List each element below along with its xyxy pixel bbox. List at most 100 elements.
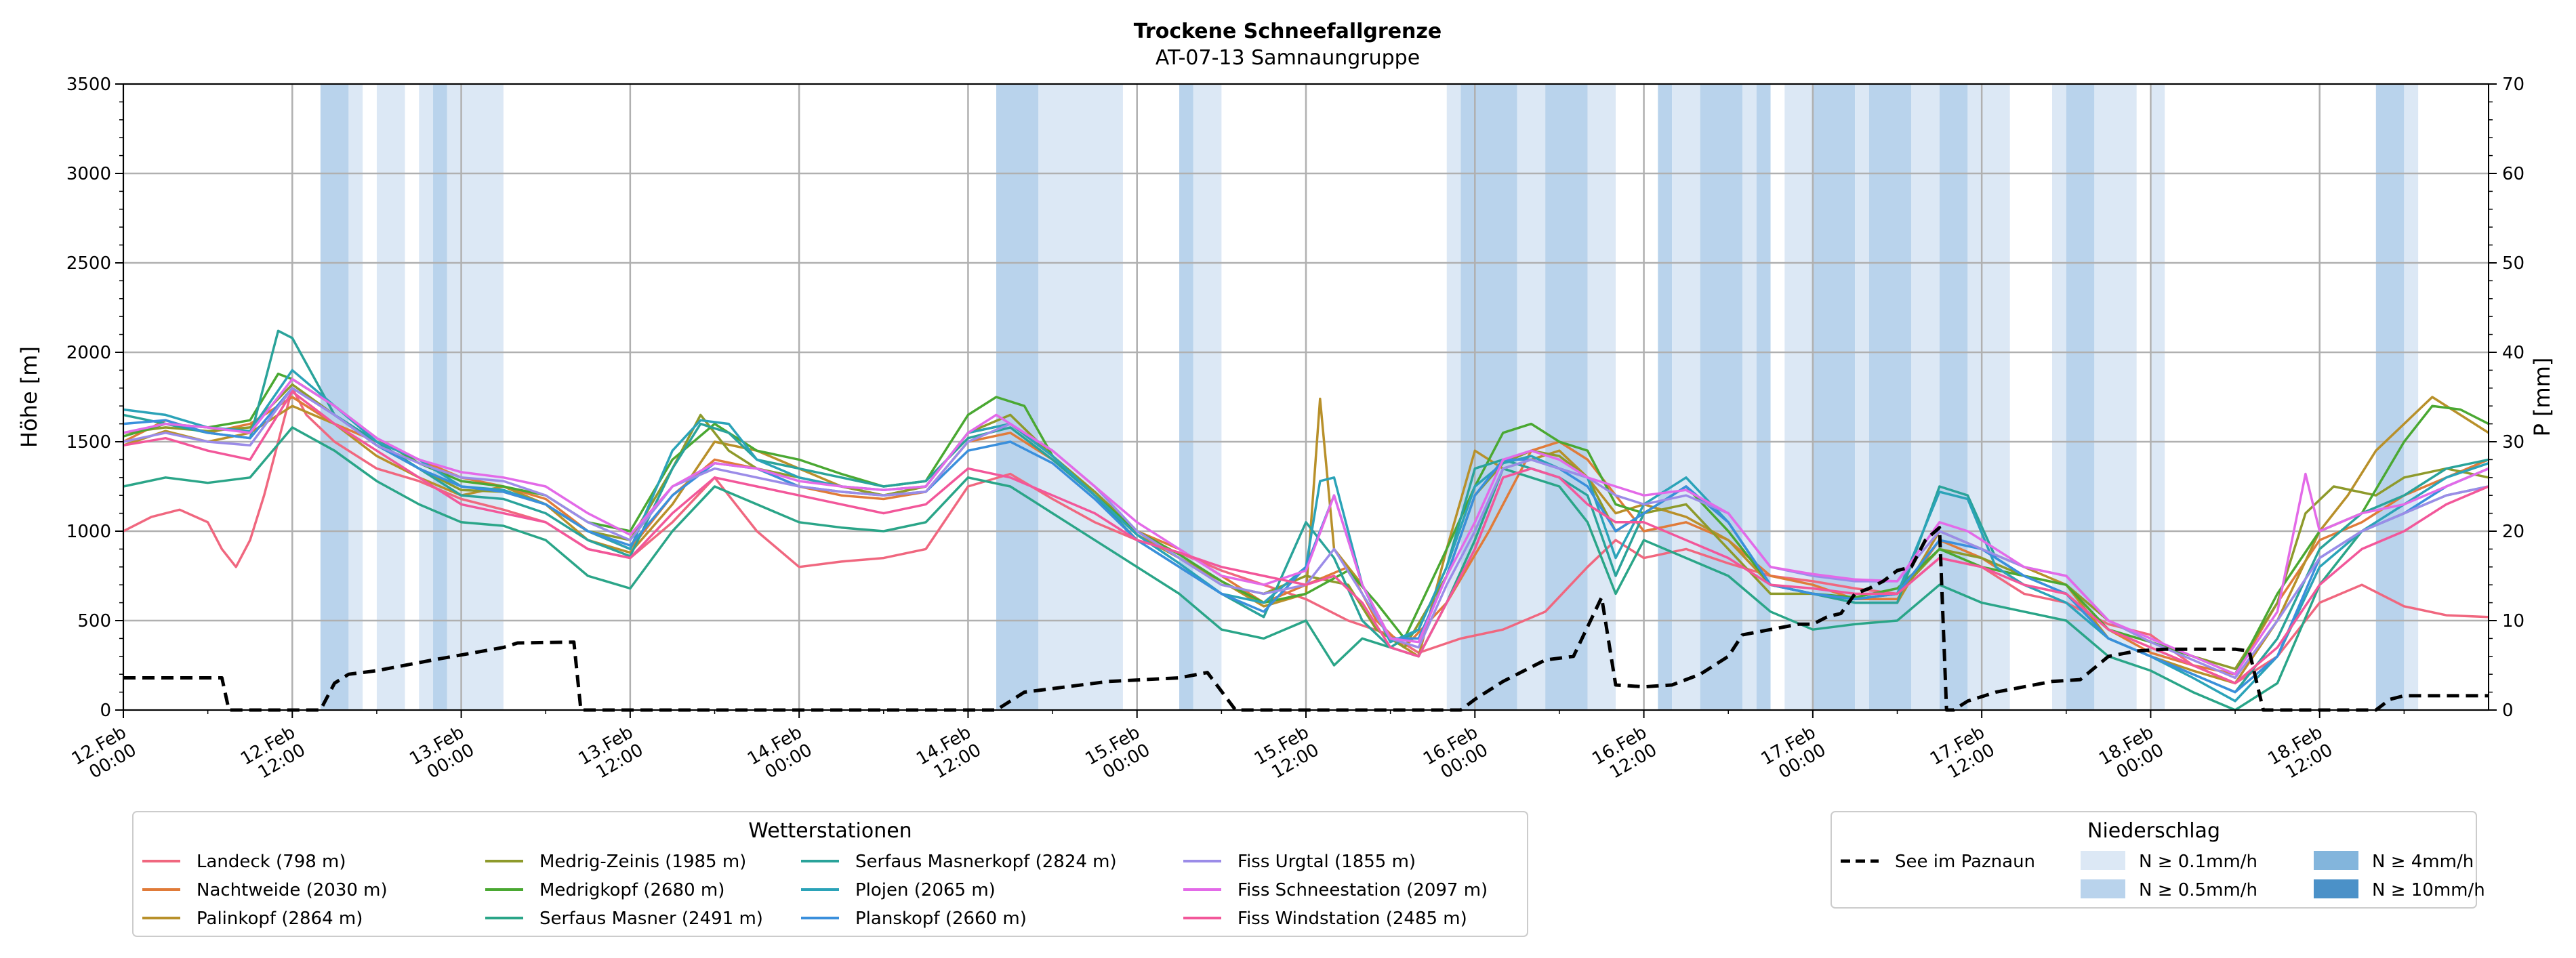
precip-band bbox=[996, 84, 1039, 710]
precip-band bbox=[2375, 84, 2405, 710]
precip-band bbox=[1460, 84, 1517, 710]
legend-label: Serfaus Masner (2491 m) bbox=[539, 909, 763, 929]
stations-legend: Wetterstationen Landeck (798 m) Nachtweid… bbox=[132, 811, 1528, 937]
y-tick-label: 500 bbox=[77, 611, 111, 631]
x-tick-label: 17.Feb12:00 bbox=[1927, 722, 1999, 787]
x-tick-label: 15.Feb12:00 bbox=[1251, 722, 1323, 787]
x-tick-label: 18.Feb00:00 bbox=[2095, 722, 2167, 787]
precip-band bbox=[348, 84, 363, 710]
precip-band bbox=[1446, 84, 1461, 710]
legend-label: Fiss Schneestation (2097 m) bbox=[1238, 880, 1488, 900]
precip-legend-title: Niederschlag bbox=[2087, 819, 2220, 843]
y-tick-label: 1500 bbox=[66, 432, 111, 453]
legend-label: Plojen (2065 m) bbox=[855, 880, 996, 900]
precip-band bbox=[1911, 84, 1940, 710]
precip-band bbox=[1038, 84, 1123, 710]
precip-band bbox=[1658, 84, 1673, 710]
legend-label: Planskopf (2660 m) bbox=[855, 909, 1027, 929]
x-tick-label: 12.Feb12:00 bbox=[237, 722, 309, 787]
x-tick-label: 16.Feb00:00 bbox=[1420, 722, 1492, 787]
precip-band bbox=[1742, 84, 1757, 710]
legend-label: Palinkopf (2864 m) bbox=[197, 909, 363, 929]
legend-label: Nachtweide (2030 m) bbox=[197, 880, 388, 900]
legend-label-lake: See im Paznaun bbox=[1895, 852, 2035, 872]
y2-tick-label: 30 bbox=[2502, 432, 2524, 453]
y-axis: 0 500 1000 1500 2000 2500 3000 3500 bbox=[66, 75, 123, 721]
x-tick-label: 13.Feb00:00 bbox=[406, 722, 478, 787]
x-tick-label: 14.Feb00:00 bbox=[744, 722, 816, 787]
lake-line bbox=[123, 526, 2489, 712]
precip-swatch bbox=[2314, 851, 2358, 870]
y2-axis: 0 10 20 30 40 50 60 70 bbox=[2489, 75, 2524, 721]
precip-band bbox=[2150, 84, 2165, 710]
y2-axis-label: P [mm] bbox=[2529, 358, 2555, 437]
precip-band bbox=[1939, 84, 1968, 710]
precip-band bbox=[433, 84, 447, 710]
y2-tick-label: 0 bbox=[2502, 701, 2514, 721]
legend-label: Fiss Urgtal (1855 m) bbox=[1238, 852, 1416, 872]
y-tick-label: 3500 bbox=[66, 75, 111, 95]
precip-label: N ≥ 4mm/h bbox=[2372, 852, 2474, 872]
y-tick-label: 3000 bbox=[66, 164, 111, 184]
station-lines bbox=[123, 329, 2489, 711]
series-line bbox=[123, 377, 2489, 675]
precip-band bbox=[1855, 84, 1869, 710]
y2-tick-label: 60 bbox=[2502, 164, 2524, 184]
chart-title: Trockene Schneefallgrenze bbox=[1134, 20, 1442, 43]
legend-label: Fiss Windstation (2485 m) bbox=[1238, 909, 1467, 929]
series-line bbox=[123, 390, 2489, 685]
y2-tick-label: 10 bbox=[2502, 611, 2524, 631]
precip-band bbox=[1868, 84, 1912, 710]
legend-label: Serfaus Masnerkopf (2824 m) bbox=[855, 852, 1117, 872]
precip-label: N ≥ 0.1mm/h bbox=[2139, 852, 2257, 872]
precip-band bbox=[1812, 84, 1856, 710]
stations-legend-box bbox=[132, 811, 1528, 937]
y2-tick-label: 70 bbox=[2502, 75, 2524, 95]
x-tick-label: 15.Feb00:00 bbox=[1082, 722, 1154, 787]
precip-bands bbox=[320, 84, 2419, 710]
precip-band bbox=[1784, 84, 1813, 710]
precip-band bbox=[419, 84, 434, 710]
y-tick-label: 2500 bbox=[66, 253, 111, 274]
precip-band bbox=[1756, 84, 1771, 710]
x-axis: 12.Feb00:00 12.Feb12:00 13.Feb00:00 13.Feb1… bbox=[68, 710, 2405, 787]
precip-swatch bbox=[2314, 879, 2358, 898]
precip-swatch bbox=[2081, 851, 2125, 870]
precip-band bbox=[1545, 84, 1588, 710]
x-tick-label: 13.Feb12:00 bbox=[575, 722, 647, 787]
precip-swatch bbox=[2081, 879, 2125, 898]
lake-series-line bbox=[123, 526, 2489, 712]
precip-label: N ≥ 10mm/h bbox=[2372, 880, 2485, 900]
series-line bbox=[123, 426, 2489, 711]
x-tick-label: 14.Feb12:00 bbox=[913, 722, 985, 787]
y2-tick-label: 20 bbox=[2502, 522, 2524, 542]
precip-band bbox=[1179, 84, 1193, 710]
x-tick-label: 18.Feb12:00 bbox=[2265, 722, 2337, 787]
precip-band bbox=[1517, 84, 1546, 710]
y-axis-label: Höhe [m] bbox=[16, 346, 42, 448]
y-tick-label: 1000 bbox=[66, 522, 111, 542]
y-tick-label: 0 bbox=[100, 701, 111, 721]
y-tick-label: 2000 bbox=[66, 343, 111, 363]
chart-subtitle: AT-07-13 Samnaungruppe bbox=[1156, 46, 1420, 70]
y2-tick-label: 50 bbox=[2502, 253, 2524, 274]
legend-label: Medrigkopf (2680 m) bbox=[539, 880, 724, 900]
legend-label: Landeck (798 m) bbox=[197, 852, 346, 872]
precip-band bbox=[1967, 84, 2010, 710]
precip-band bbox=[2094, 84, 2137, 710]
legend-label: Medrig-Zeinis (1985 m) bbox=[539, 852, 746, 872]
precip-band bbox=[447, 84, 504, 710]
x-tick-label: 12.Feb00:00 bbox=[68, 722, 140, 787]
precip-label: N ≥ 0.5mm/h bbox=[2139, 880, 2257, 900]
y2-tick-label: 40 bbox=[2502, 343, 2524, 363]
x-tick-label: 17.Feb00:00 bbox=[1758, 722, 1830, 787]
precip-band bbox=[1193, 84, 1222, 710]
precip-band bbox=[2404, 84, 2419, 710]
precip-band bbox=[1700, 84, 1742, 710]
x-tick-label: 16.Feb12:00 bbox=[1589, 722, 1660, 787]
stations-legend-title: Wetterstationen bbox=[748, 819, 912, 843]
precip-band bbox=[1672, 84, 1700, 710]
precip-legend: Niederschlag See im Paznaun N ≥ 0.1mm/h N … bbox=[1831, 811, 2485, 909]
precip-band bbox=[376, 84, 405, 710]
